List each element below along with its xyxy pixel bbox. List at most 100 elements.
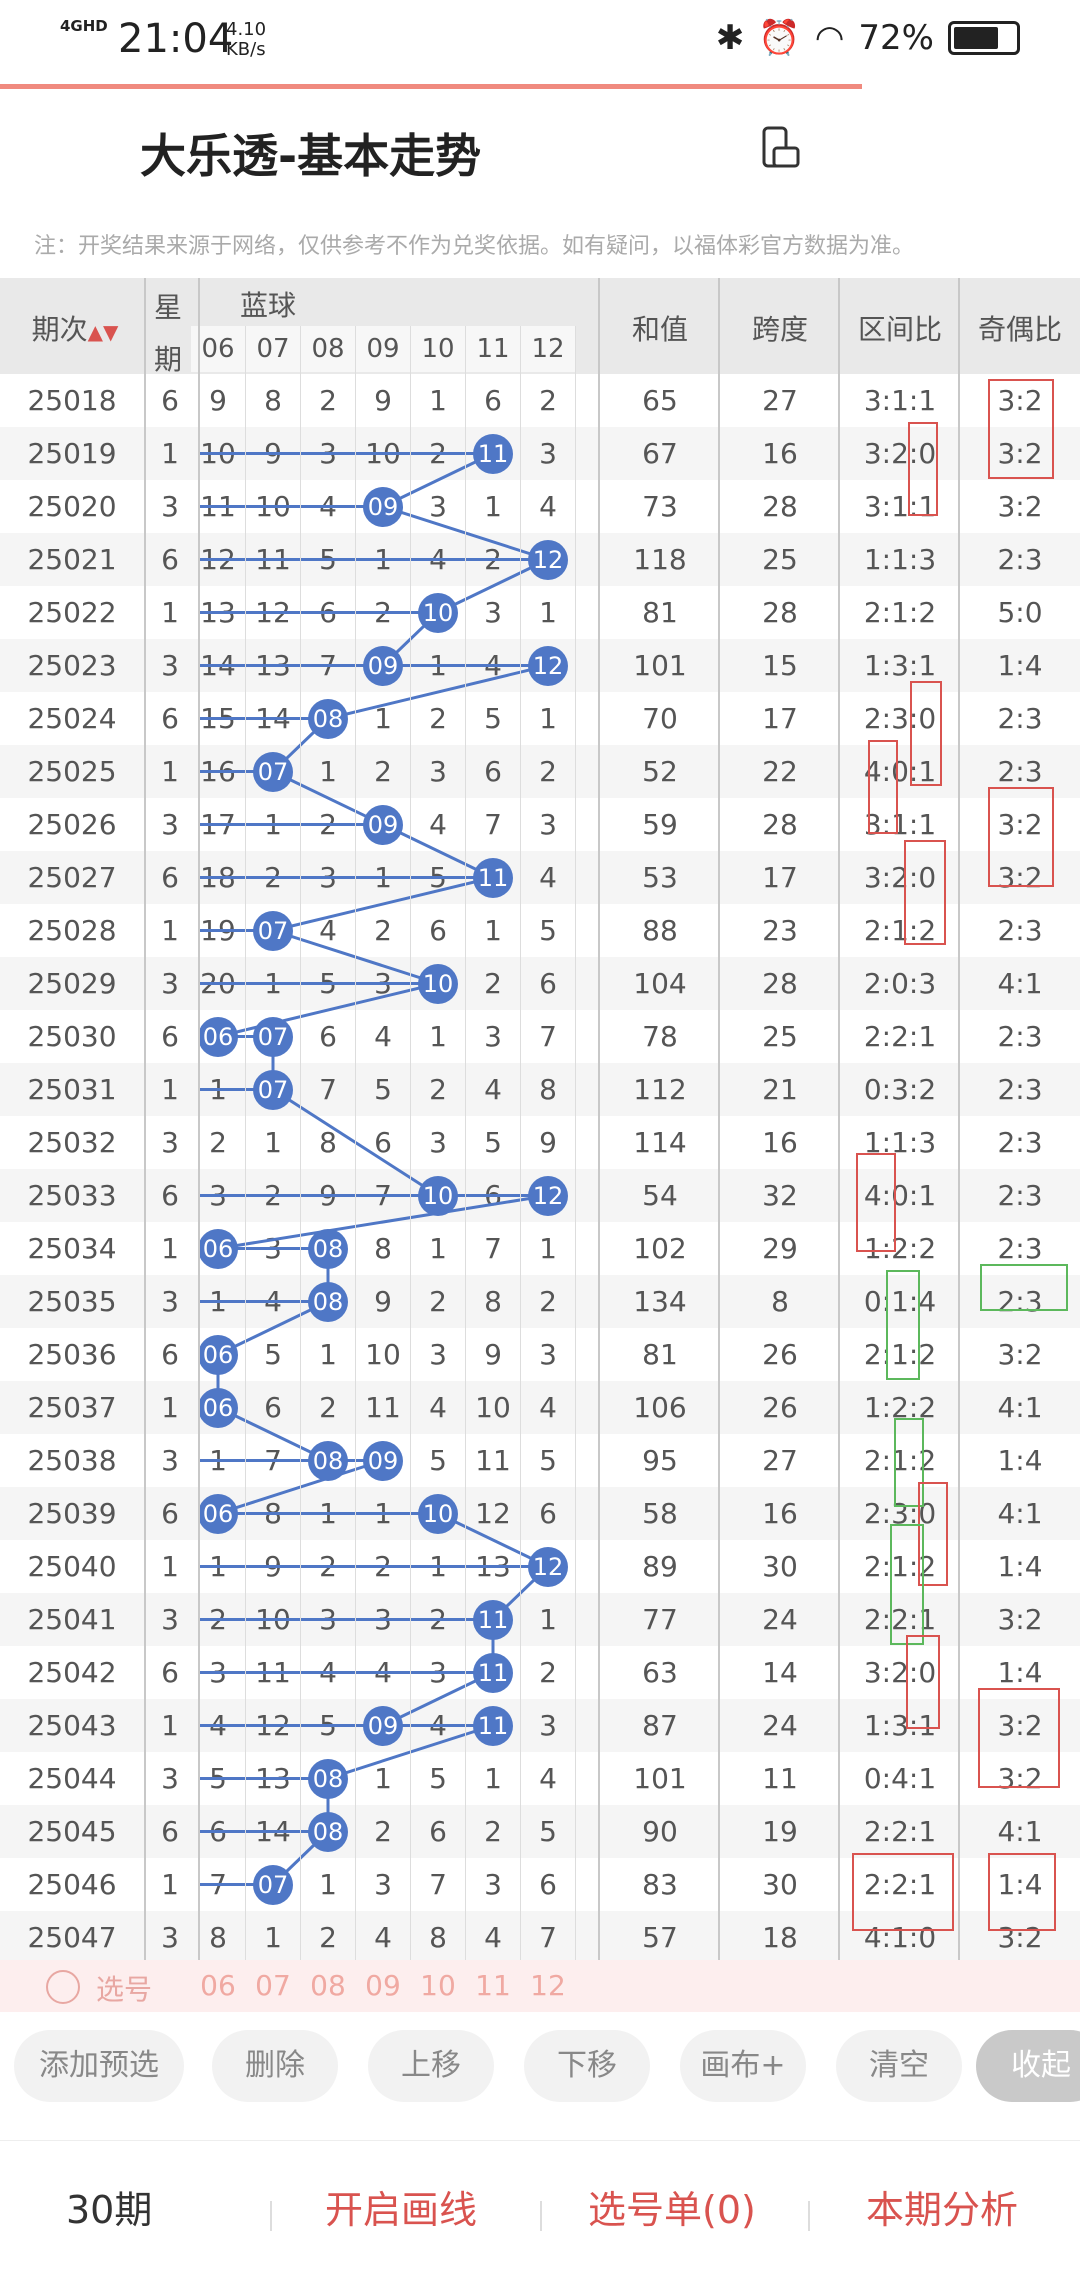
delete-button[interactable]: 删除 [212, 2030, 338, 2102]
cell-miss: 4 [539, 490, 557, 523]
cell-span: 23 [762, 914, 798, 947]
pick-list-button[interactable]: 选号单(0) [588, 2188, 756, 2232]
cell-week: 3 [161, 1762, 179, 1795]
cell-week: 1 [161, 596, 179, 629]
cell-miss: 4 [429, 808, 447, 841]
cell-miss: 6 [264, 1391, 282, 1424]
cell-sum: 104 [633, 967, 687, 1000]
wifi-icon: ◠ [814, 18, 845, 58]
canvas-button[interactable]: 画布+ [680, 2030, 806, 2102]
cell-miss: 1 [319, 755, 337, 788]
cell-miss: 1 [484, 1762, 502, 1795]
cell-miss: 8 [374, 1232, 392, 1265]
select-col-08[interactable]: 08 [310, 1969, 346, 2002]
select-label: 选号 [96, 1973, 153, 2006]
cell-miss: 9 [484, 1338, 502, 1371]
cell-miss: 2 [429, 1073, 447, 1106]
blue-ball: 07 [253, 1069, 293, 1110]
clock: 21:04 [118, 16, 234, 62]
annotation-box [906, 1635, 940, 1730]
cell-miss: 8 [209, 1921, 227, 1954]
select-col-10[interactable]: 10 [420, 1969, 456, 2002]
cell-range: 1:2:2 [863, 1232, 937, 1265]
header-col-09: 09 [356, 326, 410, 372]
draw-line-button[interactable]: 开启画线 [325, 2188, 478, 2232]
table-row: 25026317120947359283:1:13:2 [0, 798, 1080, 851]
cell-week: 6 [161, 1179, 179, 1212]
cell-sum: 90 [642, 1815, 678, 1848]
cell-miss: 2 [319, 384, 337, 417]
select-col-12[interactable]: 12 [530, 1969, 566, 2002]
divider [540, 2201, 542, 2231]
cell-week: 3 [161, 967, 179, 1000]
cell-sum: 58 [642, 1497, 678, 1530]
select-radio-icon[interactable] [46, 1970, 80, 2004]
cell-span: 32 [762, 1179, 798, 1212]
column-divider [520, 326, 521, 2016]
cell-miss: 1 [429, 384, 447, 417]
cell-miss: 5 [539, 1815, 557, 1848]
cell-week: 3 [161, 808, 179, 841]
header-period[interactable]: 期次▲▼ [31, 313, 119, 346]
blue-ball: 08 [308, 1440, 348, 1481]
cell-sum: 70 [642, 702, 678, 735]
cell-sum: 87 [642, 1709, 678, 1742]
cell-week: 6 [161, 1815, 179, 1848]
periods-selector[interactable]: 30期 [66, 2188, 153, 2232]
cell-odd-even: 3:2 [997, 384, 1043, 417]
blue-ball: 09 [363, 804, 403, 845]
cell-miss: 2 [539, 1656, 557, 1689]
column-divider [575, 326, 576, 2016]
blue-ball: 11 [473, 857, 513, 898]
cell-miss: 4 [484, 1921, 502, 1954]
cell-range: 2:2:1 [863, 1868, 937, 1901]
annotation-box [868, 739, 898, 834]
move-up-button[interactable]: 上移 [368, 2030, 494, 2102]
table-row: 250246151408125170172:3:02:3 [0, 692, 1080, 745]
cell-span: 28 [762, 596, 798, 629]
cell-miss: 2 [374, 1815, 392, 1848]
header-col-11: 11 [466, 326, 520, 372]
cell-span: 19 [762, 1815, 798, 1848]
header-odd-even: 奇偶比 [977, 313, 1062, 346]
table-row: 250341063088171102291:2:22:3 [0, 1222, 1080, 1275]
blue-ball: 10 [418, 592, 458, 633]
cell-week: 6 [161, 702, 179, 735]
header-col-07: 07 [246, 326, 300, 372]
period-analysis-button[interactable]: 本期分析 [866, 2188, 1019, 2232]
cell-week: 1 [161, 437, 179, 470]
cell-period: 25026 [27, 808, 117, 841]
select-col-09[interactable]: 09 [365, 1969, 401, 2002]
table-row: 250431412509411387241:3:13:2 [0, 1699, 1080, 1752]
cell-miss: 7 [539, 1921, 557, 1954]
header-col-10: 10 [411, 326, 465, 372]
rotate-screen-icon[interactable] [762, 126, 800, 170]
cell-period: 25040 [27, 1550, 117, 1583]
cell-range: 2:1:2 [863, 1338, 937, 1371]
select-col-11[interactable]: 11 [475, 1969, 511, 2002]
cell-odd-even: 3:2 [997, 437, 1043, 470]
cell-odd-even: 3:2 [997, 808, 1043, 841]
cell-period: 25046 [27, 1868, 117, 1901]
collapse-button[interactable]: 收起 [976, 2030, 1080, 2102]
move-down-button[interactable]: 下移 [524, 2030, 650, 2102]
cell-miss: 1 [319, 1868, 337, 1901]
cell-miss: 4 [539, 1762, 557, 1795]
select-col-06[interactable]: 06 [200, 1969, 236, 2002]
cell-miss: 8 [429, 1921, 447, 1954]
cell-odd-even: 3:2 [997, 1762, 1043, 1795]
cell-miss: 1 [374, 1762, 392, 1795]
cell-period: 25036 [27, 1338, 117, 1371]
cell-week: 6 [161, 1656, 179, 1689]
cell-range: 2:1:2 [863, 1444, 937, 1477]
cell-sum: 106 [633, 1391, 687, 1424]
cell-miss: 4 [539, 1391, 557, 1424]
clear-button[interactable]: 清空 [836, 2030, 962, 2102]
cell-range: 3:2:0 [863, 861, 937, 894]
add-preselect-button[interactable]: 添加预选 [14, 2030, 184, 2102]
cell-range: 4:0:1 [863, 1179, 937, 1212]
cell-miss: 9 [539, 1126, 557, 1159]
select-col-07[interactable]: 07 [255, 1969, 291, 2002]
cell-range: 2:3:0 [863, 702, 937, 735]
cell-odd-even: 1:4 [997, 1550, 1043, 1583]
